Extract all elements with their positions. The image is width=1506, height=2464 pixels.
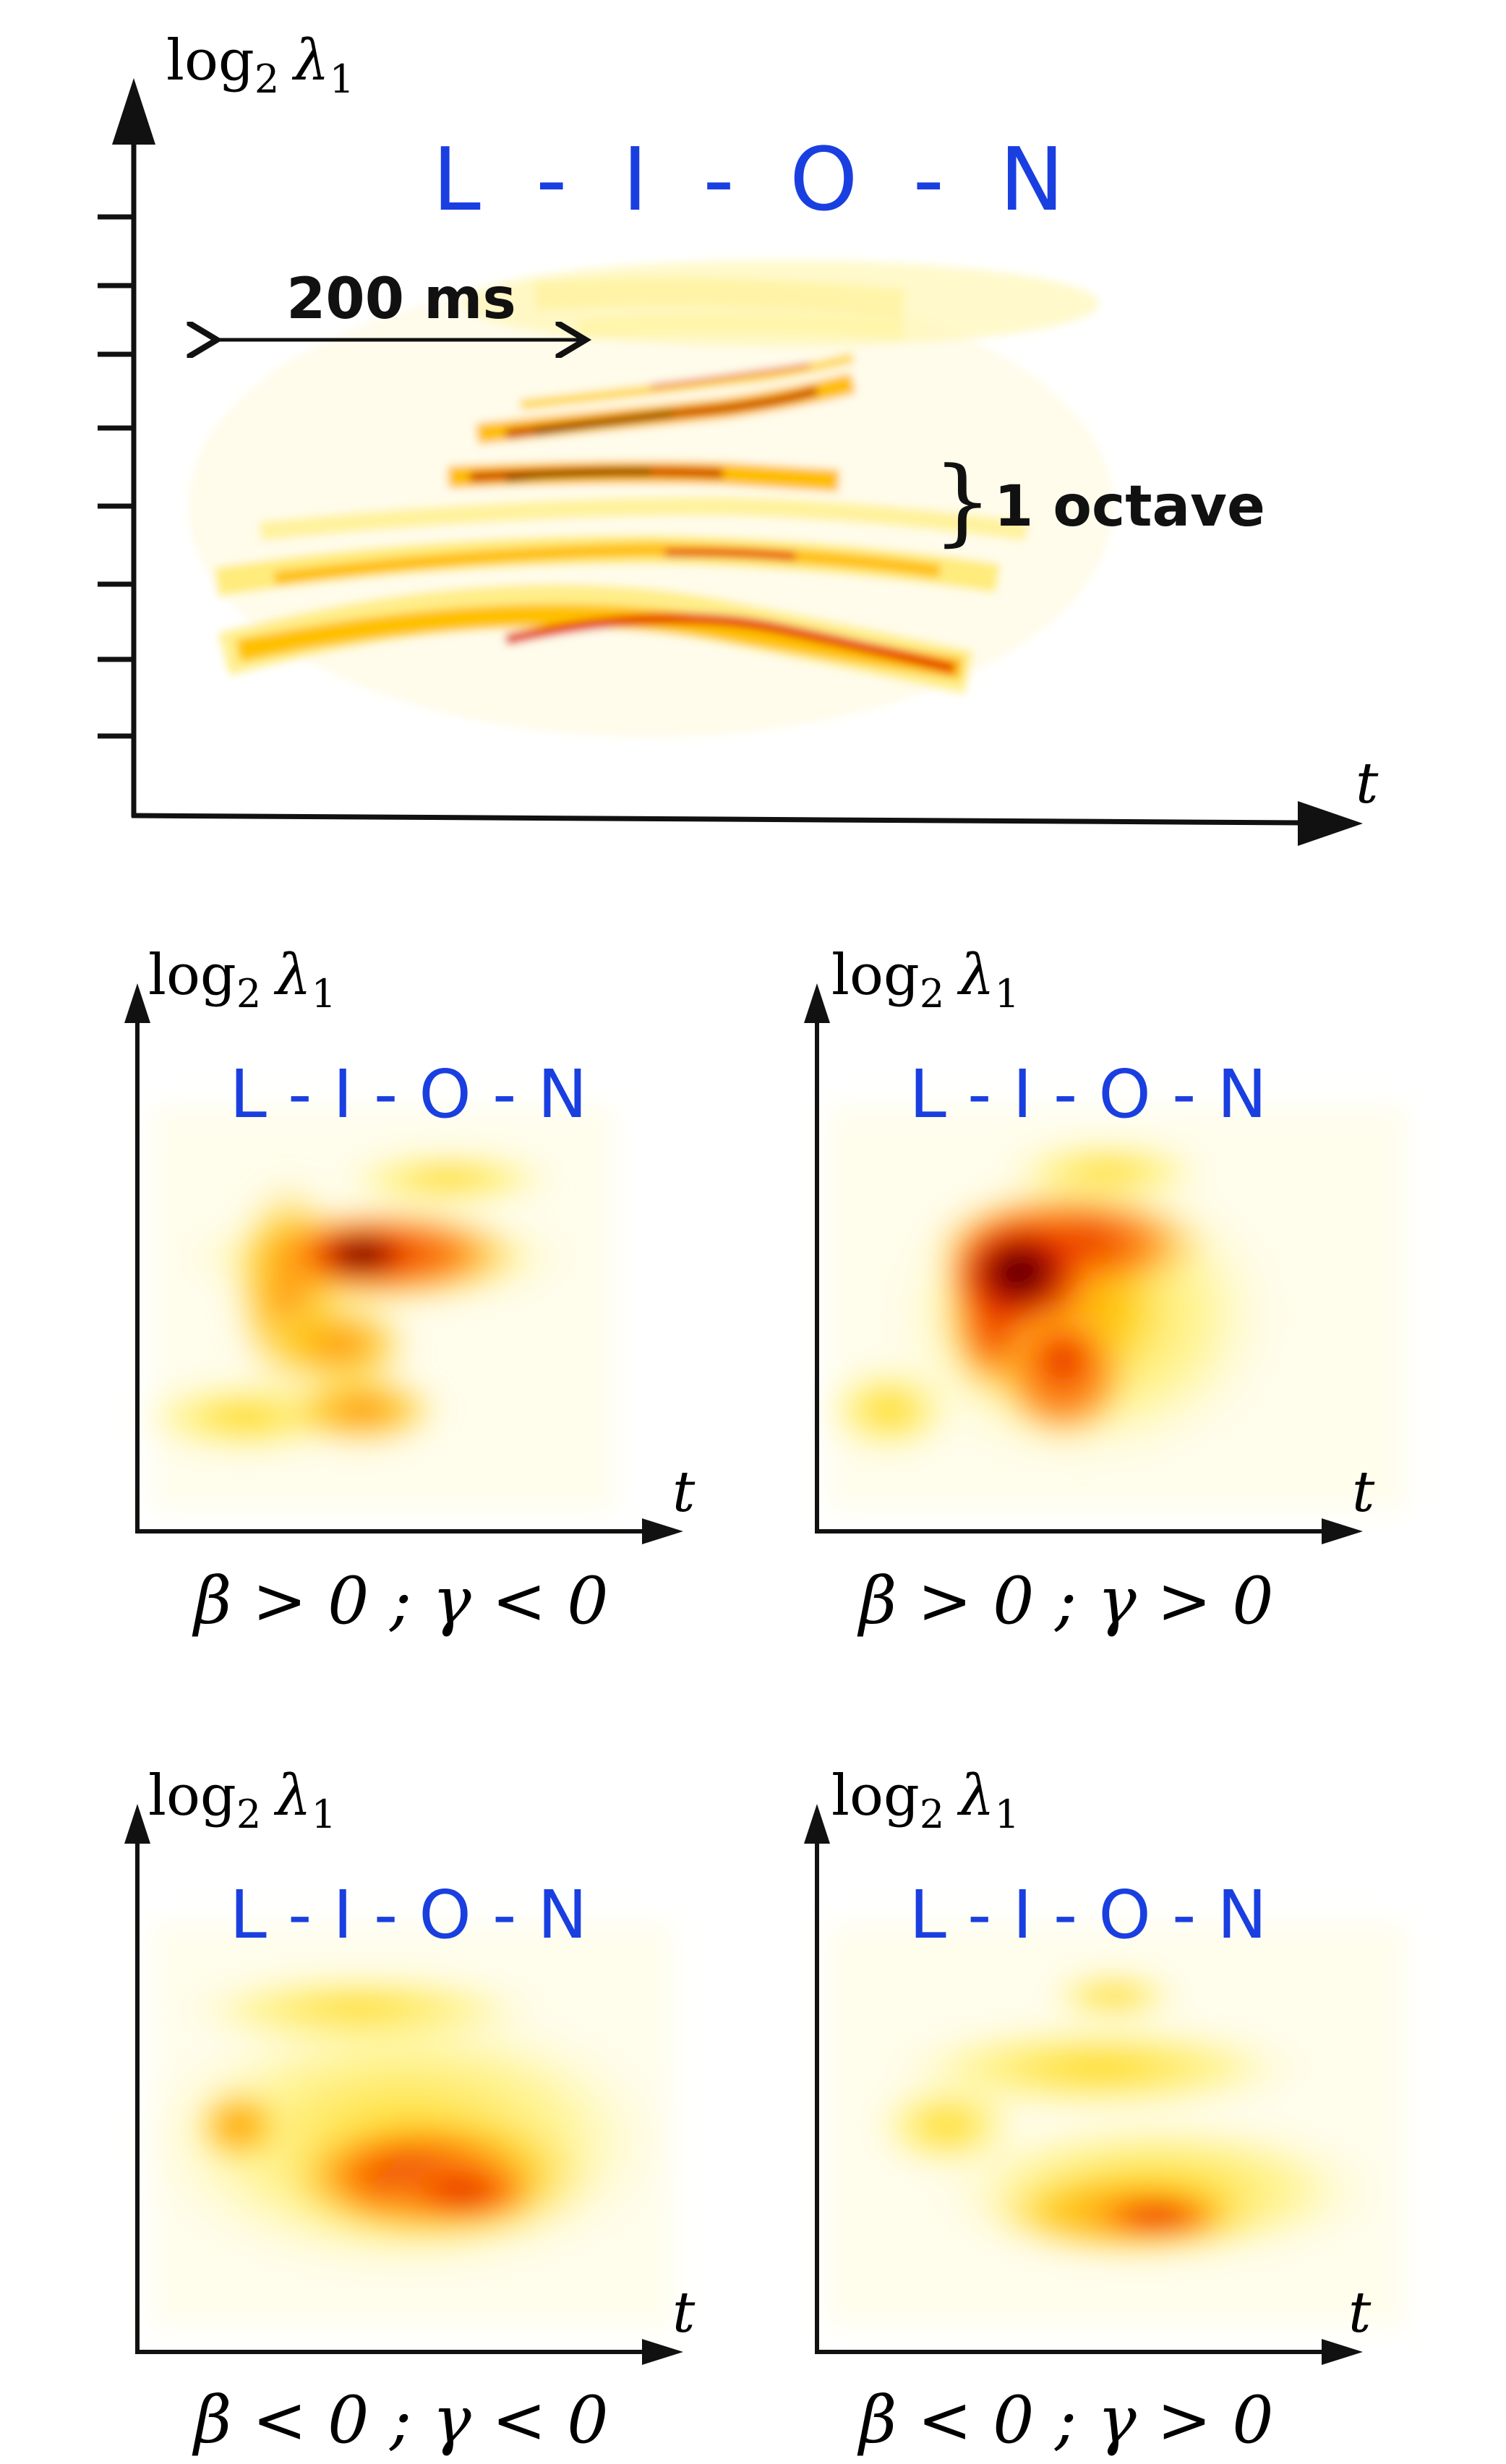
main-heatmap [188,260,1113,737]
small-panel-3-word: L - I - O - N [230,1876,588,1954]
main-x-axis-label: t [1356,751,1379,816]
small-panel-4-word: L - I - O - N [910,1876,1267,1954]
octave-brace: } [933,446,993,556]
small-panel-4-x-arrowhead [1322,2339,1363,2365]
small-panel-3-caption: β < 0 ; γ < 0 [192,2382,608,2458]
small-panel-1-x-arrowhead [642,1518,683,1544]
small-panel-1: log2 λ1 t L - I - O - N β > 0 ; γ < 0 [124,943,696,1639]
small-panel-2-x-label: t [1352,1460,1375,1525]
main-spectrogram-panel: log2 λ1 t L - I - O - N 200 ms } 1 octave [98,28,1379,846]
small-panel-2-y-arrowhead [804,983,830,1023]
small-panel-3-y-arrowhead [124,1804,150,1844]
small-panel-1-x-label: t [672,1460,696,1525]
small-panel-3-x-arrowhead [642,2339,683,2365]
small-panel-4-heatmap [828,1923,1406,2328]
small-panel-3-heatmap [130,1923,680,2328]
main-x-axis-arrowhead [1298,801,1363,846]
small-panel-2-y-label: log2 λ1 [831,943,1019,1017]
small-panel-1-y-arrowhead [124,983,150,1023]
small-panel-4: log2 λ1 t L - I - O - N β < 0 ; γ > 0 [804,1763,1406,2458]
small-panel-1-y-label: log2 λ1 [148,943,336,1017]
small-panel-1-heatmap [130,1106,615,1511]
small-panel-4-x-label: t [1348,2280,1372,2345]
small-panel-4-y-arrowhead [804,1804,830,1844]
duration-label: 200 ms [286,267,516,332]
small-panel-3-y-label: log2 λ1 [148,1763,336,1837]
small-panel-2-word: L - I - O - N [910,1056,1267,1133]
small-panel-1-word: L - I - O - N [230,1056,588,1133]
small-panel-2: log2 λ1 t L - I - O - N β > 0 ; γ > 0 [804,943,1406,1639]
main-x-axis [131,813,1302,826]
small-panel-4-y-label: log2 λ1 [831,1763,1019,1837]
octave-label: 1 octave [994,474,1265,539]
main-y-ticks [98,214,134,739]
small-panel-3: log2 λ1 t L - I - O - N β < 0 ; γ < 0 [124,1763,696,2458]
small-panel-3-x-label: t [672,2280,696,2345]
small-panel-2-x-arrowhead [1322,1518,1363,1544]
small-panel-1-caption: β > 0 ; γ < 0 [192,1563,608,1639]
main-y-axis-label: log2 λ1 [166,28,354,102]
small-panel-2-heatmap [817,1106,1406,1511]
small-panel-4-caption: β < 0 ; γ > 0 [857,2382,1273,2458]
small-panel-2-caption: β > 0 ; γ > 0 [857,1563,1273,1639]
main-y-axis-arrowhead [112,78,155,145]
main-word-label: L - I - O - N [432,130,1064,231]
